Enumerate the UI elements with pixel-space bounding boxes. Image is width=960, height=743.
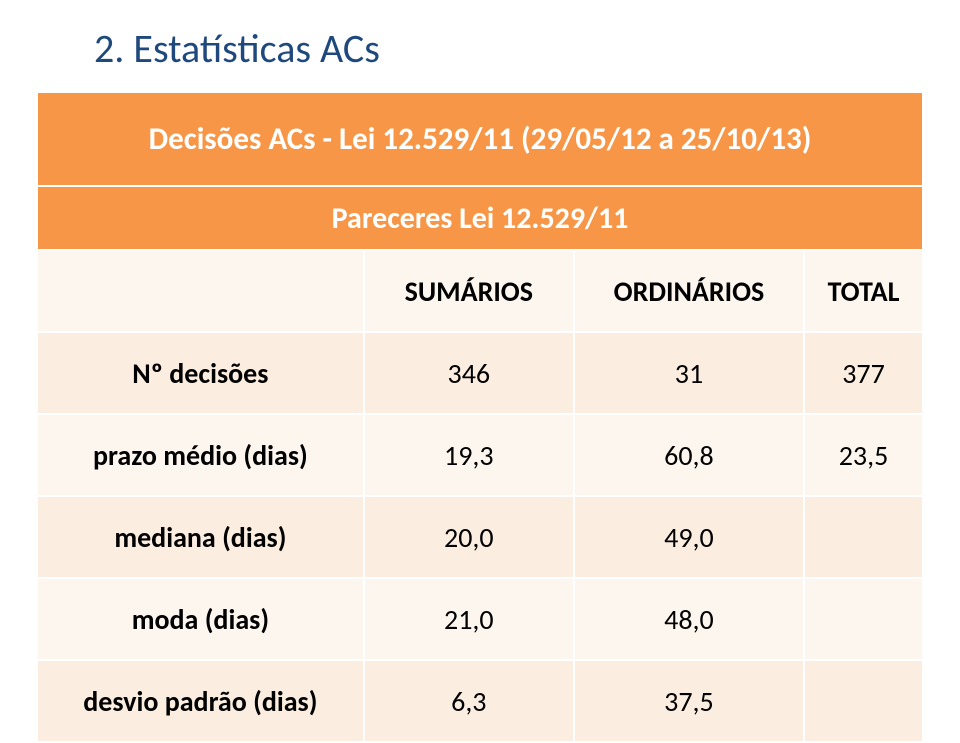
- stats-table: Decisões ACs - Lei 12.529/11 (29/05/12 a…: [36, 91, 924, 743]
- slide-title: 2. Estatísticas ACs: [94, 24, 924, 73]
- table-row: Nº decisões 346 31 377: [37, 332, 923, 414]
- slide: 2. Estatísticas ACs Decisões ACs - Lei 1…: [0, 0, 960, 716]
- cell-value: [804, 660, 923, 742]
- cell-value: [804, 496, 923, 578]
- row-label: moda (dias): [37, 578, 364, 660]
- cell-value: [804, 578, 923, 660]
- cell-value: 6,3: [364, 660, 574, 742]
- cell-value: 37,5: [574, 660, 804, 742]
- cell-value: 48,0: [574, 578, 804, 660]
- table-row: prazo médio (dias) 19,3 60,8 23,5: [37, 414, 923, 496]
- cell-value: 20,0: [364, 496, 574, 578]
- row-label: prazo médio (dias): [37, 414, 364, 496]
- cell-value: 60,8: [574, 414, 804, 496]
- row-label: mediana (dias): [37, 496, 364, 578]
- table-columns-row: SUMÁRIOS ORDINÁRIOS TOTAL: [37, 250, 923, 332]
- row-label: Nº decisões: [37, 332, 364, 414]
- table-row: moda (dias) 21,0 48,0: [37, 578, 923, 660]
- cell-value: 49,0: [574, 496, 804, 578]
- col-total: TOTAL: [804, 250, 923, 332]
- table-row: desvio padrão (dias) 6,3 37,5: [37, 660, 923, 742]
- table-subheader: Pareceres Lei 12.529/11: [37, 186, 923, 250]
- table-header-title: Decisões ACs - Lei 12.529/11 (29/05/12 a…: [37, 92, 923, 186]
- cell-value: 19,3: [364, 414, 574, 496]
- cell-value: 31: [574, 332, 804, 414]
- table-row: mediana (dias) 20,0 49,0: [37, 496, 923, 578]
- table-header-row: Decisões ACs - Lei 12.529/11 (29/05/12 a…: [37, 92, 923, 186]
- col-blank: [37, 250, 364, 332]
- cell-value: 377: [804, 332, 923, 414]
- cell-value: 23,5: [804, 414, 923, 496]
- row-label: desvio padrão (dias): [37, 660, 364, 742]
- col-ordinarios: ORDINÁRIOS: [574, 250, 804, 332]
- col-sumarios: SUMÁRIOS: [364, 250, 574, 332]
- cell-value: 21,0: [364, 578, 574, 660]
- table-subheader-row: Pareceres Lei 12.529/11: [37, 186, 923, 250]
- cell-value: 346: [364, 332, 574, 414]
